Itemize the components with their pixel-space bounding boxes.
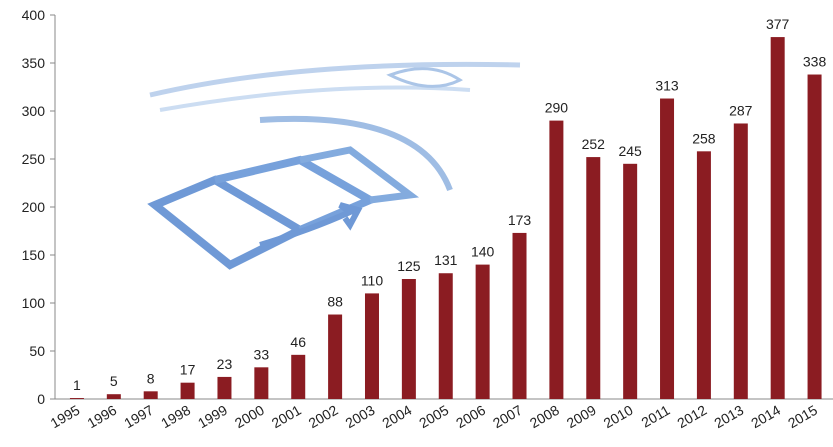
bar: [660, 98, 675, 400]
bar: [438, 273, 453, 399]
x-tick-label: 2006: [453, 402, 488, 432]
value-label: 46: [290, 334, 306, 350]
y-tick-label: 400: [22, 7, 46, 23]
bar: [180, 382, 195, 399]
bar: [106, 394, 121, 399]
y-tick-label: 0: [37, 391, 45, 407]
bar: [549, 120, 564, 399]
value-label: 287: [729, 102, 753, 118]
bar: [291, 354, 306, 399]
y-tick-label: 100: [22, 295, 46, 311]
y-tick-label: 300: [22, 103, 46, 119]
x-tick-label: 2004: [379, 402, 414, 432]
value-label: 110: [361, 272, 384, 288]
x-tick-label: 2009: [564, 402, 599, 432]
value-label: 23: [217, 356, 233, 372]
x-tick-label: 2015: [785, 402, 820, 432]
background-logo: [147, 61, 521, 270]
bar: [475, 264, 490, 399]
value-label: 313: [655, 78, 679, 94]
x-tick-label: 1997: [121, 402, 156, 432]
value-label: 258: [692, 130, 716, 146]
bar: [623, 163, 638, 399]
bar: [69, 398, 84, 399]
bar: [512, 232, 527, 399]
x-tick-label: 2010: [601, 402, 636, 432]
x-tick-label: 2003: [343, 402, 378, 432]
bar: [254, 367, 269, 399]
x-tick-label: 2012: [674, 402, 709, 432]
y-tick-label: 250: [22, 151, 46, 167]
x-tick-label: 2001: [269, 402, 304, 432]
x-tick-label: 2014: [748, 402, 783, 432]
y-tick-label: 50: [29, 343, 45, 359]
bar: [770, 37, 785, 400]
value-label: 338: [803, 54, 827, 70]
x-tick-label: 2008: [527, 402, 562, 432]
x-tick-label: 2011: [638, 402, 672, 431]
bar: [217, 376, 232, 399]
value-label: 252: [582, 136, 606, 152]
x-tick-label: 2005: [416, 402, 451, 432]
bar: [696, 151, 711, 399]
x-tick-label: 1998: [158, 402, 193, 432]
value-label: 8: [147, 370, 155, 386]
value-label: 33: [254, 346, 270, 362]
x-tick-label: 2000: [232, 402, 267, 432]
value-label: 5: [110, 373, 118, 389]
bar: [328, 314, 343, 399]
value-label: 1: [73, 377, 81, 393]
y-tick-label: 150: [22, 247, 46, 263]
bar: [807, 74, 822, 400]
bar: [143, 391, 158, 399]
y-tick-label: 350: [22, 55, 46, 71]
y-tick-label: 200: [22, 199, 46, 215]
value-label: 290: [545, 100, 569, 116]
bar: [364, 293, 379, 399]
x-tick-label: 2002: [306, 402, 341, 432]
value-label: 88: [327, 294, 343, 310]
value-label: 17: [180, 362, 196, 378]
x-tick-label: 1999: [195, 402, 230, 432]
value-label: 173: [508, 212, 532, 228]
value-label: 125: [397, 258, 421, 274]
value-label: 377: [766, 16, 790, 32]
x-tick-label: 2013: [711, 402, 746, 432]
x-tick-label: 1996: [84, 402, 119, 432]
x-tick-label: 1995: [47, 402, 82, 432]
bar: [401, 279, 416, 399]
bar: [733, 123, 748, 399]
value-label: 245: [618, 143, 642, 159]
value-label: 131: [434, 252, 458, 268]
bar: [586, 157, 601, 399]
x-tick-label: 2007: [490, 402, 525, 432]
value-label: 140: [471, 244, 495, 260]
